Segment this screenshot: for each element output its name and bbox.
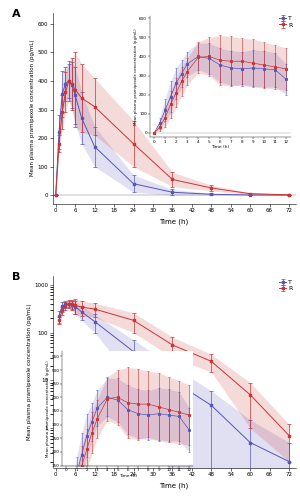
- Y-axis label: Mean plasma pramipexole concentration (pg/mL): Mean plasma pramipexole concentration (p…: [30, 40, 35, 176]
- X-axis label: Time (h): Time (h): [159, 482, 189, 488]
- X-axis label: Time (h): Time (h): [159, 218, 189, 225]
- Text: B: B: [12, 272, 21, 282]
- Legend: T, R: T, R: [279, 16, 292, 28]
- Y-axis label: Mean plasma pramipexole concentration (pg/mL): Mean plasma pramipexole concentration (p…: [27, 304, 32, 440]
- Legend: T, R: T, R: [279, 280, 292, 291]
- Text: A: A: [12, 8, 21, 18]
